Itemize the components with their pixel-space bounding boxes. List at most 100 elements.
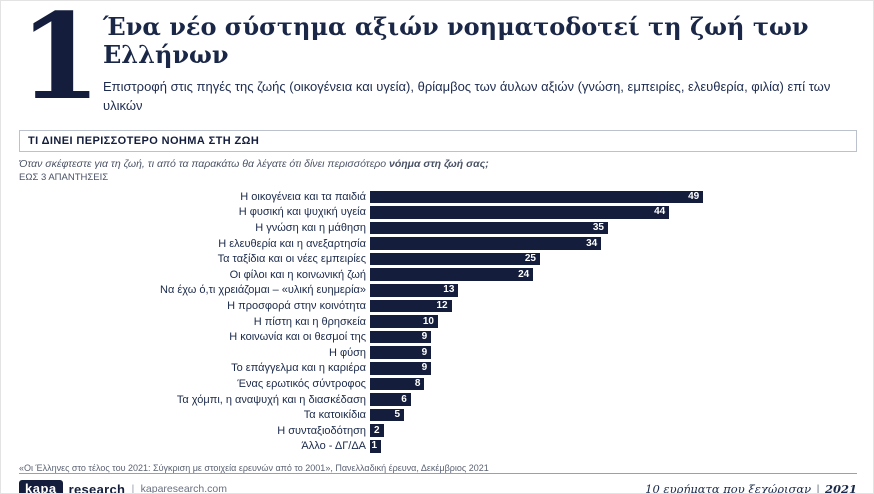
bar-track: 12	[370, 299, 710, 313]
bar-track: 9	[370, 362, 710, 375]
bar-label: Τα ταξίδια και οι νέες εμπειρίες	[217, 253, 366, 266]
bar-row: Η οικογένεια και τα παιδιά 49	[19, 189, 857, 205]
bar-label: Τα κατοικίδια	[303, 409, 366, 422]
bar-label: Η φυσική και ψυχική υγεία	[238, 206, 366, 219]
bar-row: Η συνταξιοδότηση 2	[19, 423, 857, 439]
bar-value: 5	[394, 409, 400, 421]
bar-value: 25	[524, 253, 536, 265]
bar-value: 9	[421, 331, 428, 343]
bar-row: Η ελευθερία και η ανεξαρτησία 34	[19, 236, 857, 252]
bar-track: 1	[370, 440, 710, 453]
bar-label: Η πίστη και η θρησκεία	[253, 315, 366, 328]
bar-value: 8	[414, 377, 421, 389]
footer-separator: |	[131, 481, 135, 494]
footer-right-text: 10 ευρήματα που ξεχώρισαν | 2021	[645, 482, 857, 494]
bar-row: Η γνώση και η μάθηση 35	[19, 220, 857, 236]
slide-header: 1 Ένα νέο σύστημα αξιών νοηματοδοτεί τη …	[19, 0, 857, 126]
bar-track: 10	[370, 315, 710, 328]
bar: 8	[370, 377, 425, 391]
bar-track: 9	[370, 330, 710, 344]
bar: 13	[370, 284, 459, 297]
bar-row: Να έχω ό,τι χρειάζομαι – «υλική ευημερία…	[19, 283, 857, 299]
bar-label: Το επάγγελμα και η καριέρα	[231, 362, 366, 375]
header-texts: Ένα νέο σύστημα αξιών νοηματοδοτεί τη ζω…	[103, 9, 857, 116]
question-prefix: Όταν σκέφτεστε για τη ζωή, τι από τα παρ…	[19, 157, 389, 170]
kapa-logo-research: research	[68, 481, 126, 494]
bar-track: 44	[370, 206, 710, 219]
bar-value: 10	[422, 315, 434, 327]
bar-label: Άλλο - ΔΓ/ΔΑ	[301, 440, 366, 453]
bar-row: Το επάγγελμα και η καριέρα 9	[19, 361, 857, 377]
bar-value: 44	[654, 206, 666, 218]
bar-value: 2	[374, 424, 380, 436]
page-footer: kapa research | kaparesearch.com 10 ευρή…	[19, 473, 857, 494]
bar: 24	[370, 268, 534, 282]
bar-label: Η προσφορά στην κοινότητα	[227, 299, 366, 312]
bar-track: 6	[370, 393, 710, 406]
bar-value: 12	[436, 299, 448, 311]
bar: 6	[370, 393, 411, 406]
bar-track: 34	[370, 237, 710, 250]
bar-label: Η συνταξιοδότηση	[277, 424, 366, 437]
bar-row: Η φυσική και ψυχική υγεία 44	[19, 205, 857, 221]
footer-website: kaparesearch.com	[140, 483, 228, 494]
page-subtitle: Επιστροφή στις πηγές της ζωής (οικογένει…	[103, 79, 831, 114]
logo-group: kapa research | kaparesearch.com	[19, 480, 228, 494]
bar-row: Η φύση 9	[19, 345, 857, 361]
source-footnote: «Οι Έλληνες στο τέλος του 2021: Σύγκριση…	[19, 463, 489, 474]
bar-value: 9	[421, 346, 428, 358]
footer-year: 2021	[824, 482, 857, 494]
question-text: Όταν σκέφτεστε για τη ζωή, τι από τα παρ…	[19, 158, 857, 171]
bar-value: 13	[443, 284, 455, 296]
bar-row: Η πίστη και η θρησκεία 10	[19, 314, 857, 330]
bar-label: Τα χόμπι, η αναψυχή και η διασκέδαση	[176, 393, 366, 406]
bar: 12	[370, 299, 452, 313]
bar: 44	[370, 206, 670, 219]
bar-row: Τα κατοικίδια 5	[19, 407, 857, 423]
bar-label: Η κοινωνία και οι θεσμοί της	[229, 331, 366, 344]
bar-label: Οι φίλοι και η κοινωνική ζωή	[229, 268, 366, 281]
bar-track: 24	[370, 268, 710, 282]
bar-value: 1	[371, 440, 377, 452]
bar-row: Τα χόμπι, η αναψυχή και η διασκέδαση 6	[19, 392, 857, 408]
bar: 49	[370, 190, 704, 204]
bar-label: Ένας ερωτικός σύντροφος	[237, 377, 366, 390]
bar-value: 9	[421, 362, 428, 374]
bar: 9	[370, 346, 432, 360]
section-header: ΤΙ ΔΙΝΕΙ ΠΕΡΙΣΣΟΤΕΡΟ ΝΟΗΜΑ ΣΤΗ ΖΩΗ	[19, 129, 857, 152]
bar-row: Οι φίλοι και η κοινωνική ζωή 24	[19, 267, 857, 283]
kapa-logo: kapa	[19, 480, 63, 493]
slide-number: 1	[19, 0, 101, 126]
bar-label: Η οικογένεια και τα παιδιά	[240, 190, 366, 203]
bar-row: Η προσφορά στην κοινότητα 12	[19, 298, 857, 314]
bar-row: Η κοινωνία και οι θεσμοί της 9	[19, 329, 857, 345]
bar: 5	[370, 408, 404, 422]
bar: 34	[370, 237, 602, 250]
bar-track: 5	[370, 408, 710, 422]
bar: 10	[370, 315, 438, 328]
question-bold: νόημα στη ζωή σας;	[389, 157, 489, 170]
bar-value: 49	[688, 190, 700, 202]
bar: 9	[370, 330, 432, 344]
bar-label: Η γνώση και η μάθηση	[255, 221, 366, 234]
bar-value: 24	[518, 268, 530, 280]
bar: 2	[370, 424, 384, 437]
bar-track: 13	[370, 284, 710, 297]
bar-row: Άλλο - ΔΓ/ΔΑ 1	[19, 439, 857, 455]
bar-track: 9	[370, 346, 710, 360]
bar: 1	[370, 440, 381, 453]
bar-label: Η φύση	[328, 346, 366, 359]
bar-label: Να έχω ό,τι χρειάζομαι – «υλική ευημερία…	[160, 284, 366, 297]
bar-row: Ένας ερωτικός σύντροφος 8	[19, 376, 857, 392]
bar: 25	[370, 252, 540, 266]
bar-value: 34	[586, 237, 598, 249]
bar-track: 25	[370, 252, 710, 266]
footer-findings-label: 10 ευρήματα που ξεχώρισαν	[645, 482, 812, 494]
bar-track: 35	[370, 221, 710, 235]
answers-note: ΕΩΣ 3 ΑΠΑΝΤΗΣΕΙΣ	[19, 172, 109, 183]
bar-value: 35	[592, 221, 604, 233]
bar-track: 49	[370, 190, 710, 204]
bar: 35	[370, 221, 608, 235]
bar-row: Τα ταξίδια και οι νέες εμπειρίες 25	[19, 251, 857, 267]
